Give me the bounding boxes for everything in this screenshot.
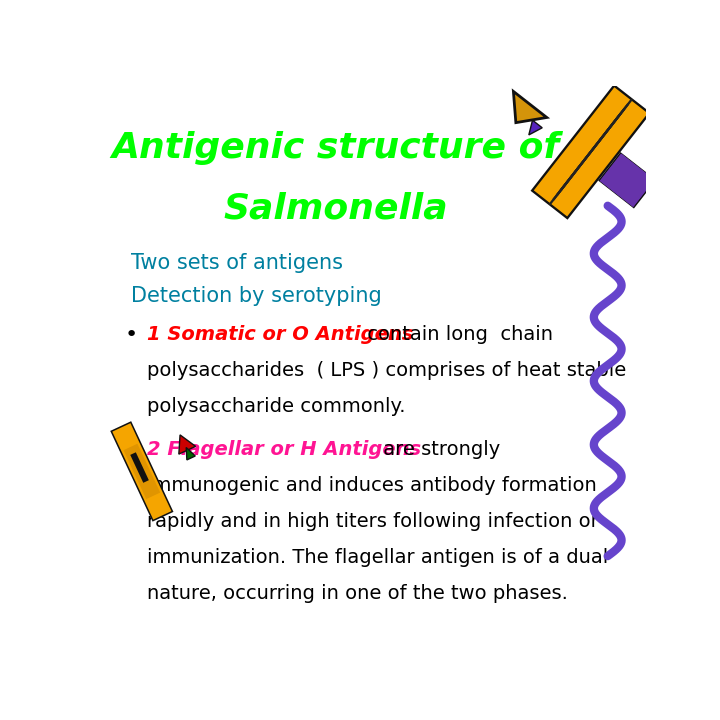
Text: •: •: [125, 440, 138, 460]
Polygon shape: [130, 452, 149, 483]
Polygon shape: [513, 91, 546, 122]
Polygon shape: [598, 152, 656, 209]
Polygon shape: [186, 448, 195, 460]
Polygon shape: [600, 153, 654, 207]
Polygon shape: [528, 120, 542, 135]
Text: nature, occurring in one of the two phases.: nature, occurring in one of the two phas…: [148, 584, 568, 603]
Polygon shape: [112, 423, 171, 520]
Polygon shape: [552, 108, 626, 200]
Polygon shape: [531, 84, 651, 220]
Polygon shape: [600, 153, 654, 207]
Polygon shape: [560, 99, 633, 191]
Polygon shape: [534, 87, 648, 217]
Text: 1 Somatic or O Antigens: 1 Somatic or O Antigens: [148, 325, 413, 343]
Text: polysaccharides  ( LPS ) comprises of heat stable: polysaccharides ( LPS ) comprises of hea…: [148, 361, 626, 380]
Polygon shape: [556, 103, 629, 196]
Polygon shape: [124, 444, 161, 499]
Polygon shape: [110, 421, 174, 522]
Text: contain long  chain: contain long chain: [361, 325, 553, 343]
Text: Salmonella: Salmonella: [223, 192, 448, 226]
Polygon shape: [549, 113, 621, 205]
Text: Detection by serotyping: Detection by serotyping: [130, 286, 382, 306]
Text: rapidly and in high titers following infection or: rapidly and in high titers following inf…: [148, 512, 599, 531]
Text: immunization. The flagellar antigen is of a dual: immunization. The flagellar antigen is o…: [148, 548, 608, 567]
Text: 2 Flagellar or H Antigens: 2 Flagellar or H Antigens: [148, 440, 421, 459]
Polygon shape: [179, 435, 196, 454]
Text: polysaccharide commonly.: polysaccharide commonly.: [148, 397, 406, 416]
Text: Two sets of antigens: Two sets of antigens: [130, 253, 343, 273]
Text: Antigenic structure of: Antigenic structure of: [112, 131, 560, 165]
Text: •: •: [125, 325, 138, 345]
Text: immunogenic and induces antibody formation: immunogenic and induces antibody formati…: [148, 476, 597, 495]
Text: are strongly: are strongly: [377, 440, 500, 459]
